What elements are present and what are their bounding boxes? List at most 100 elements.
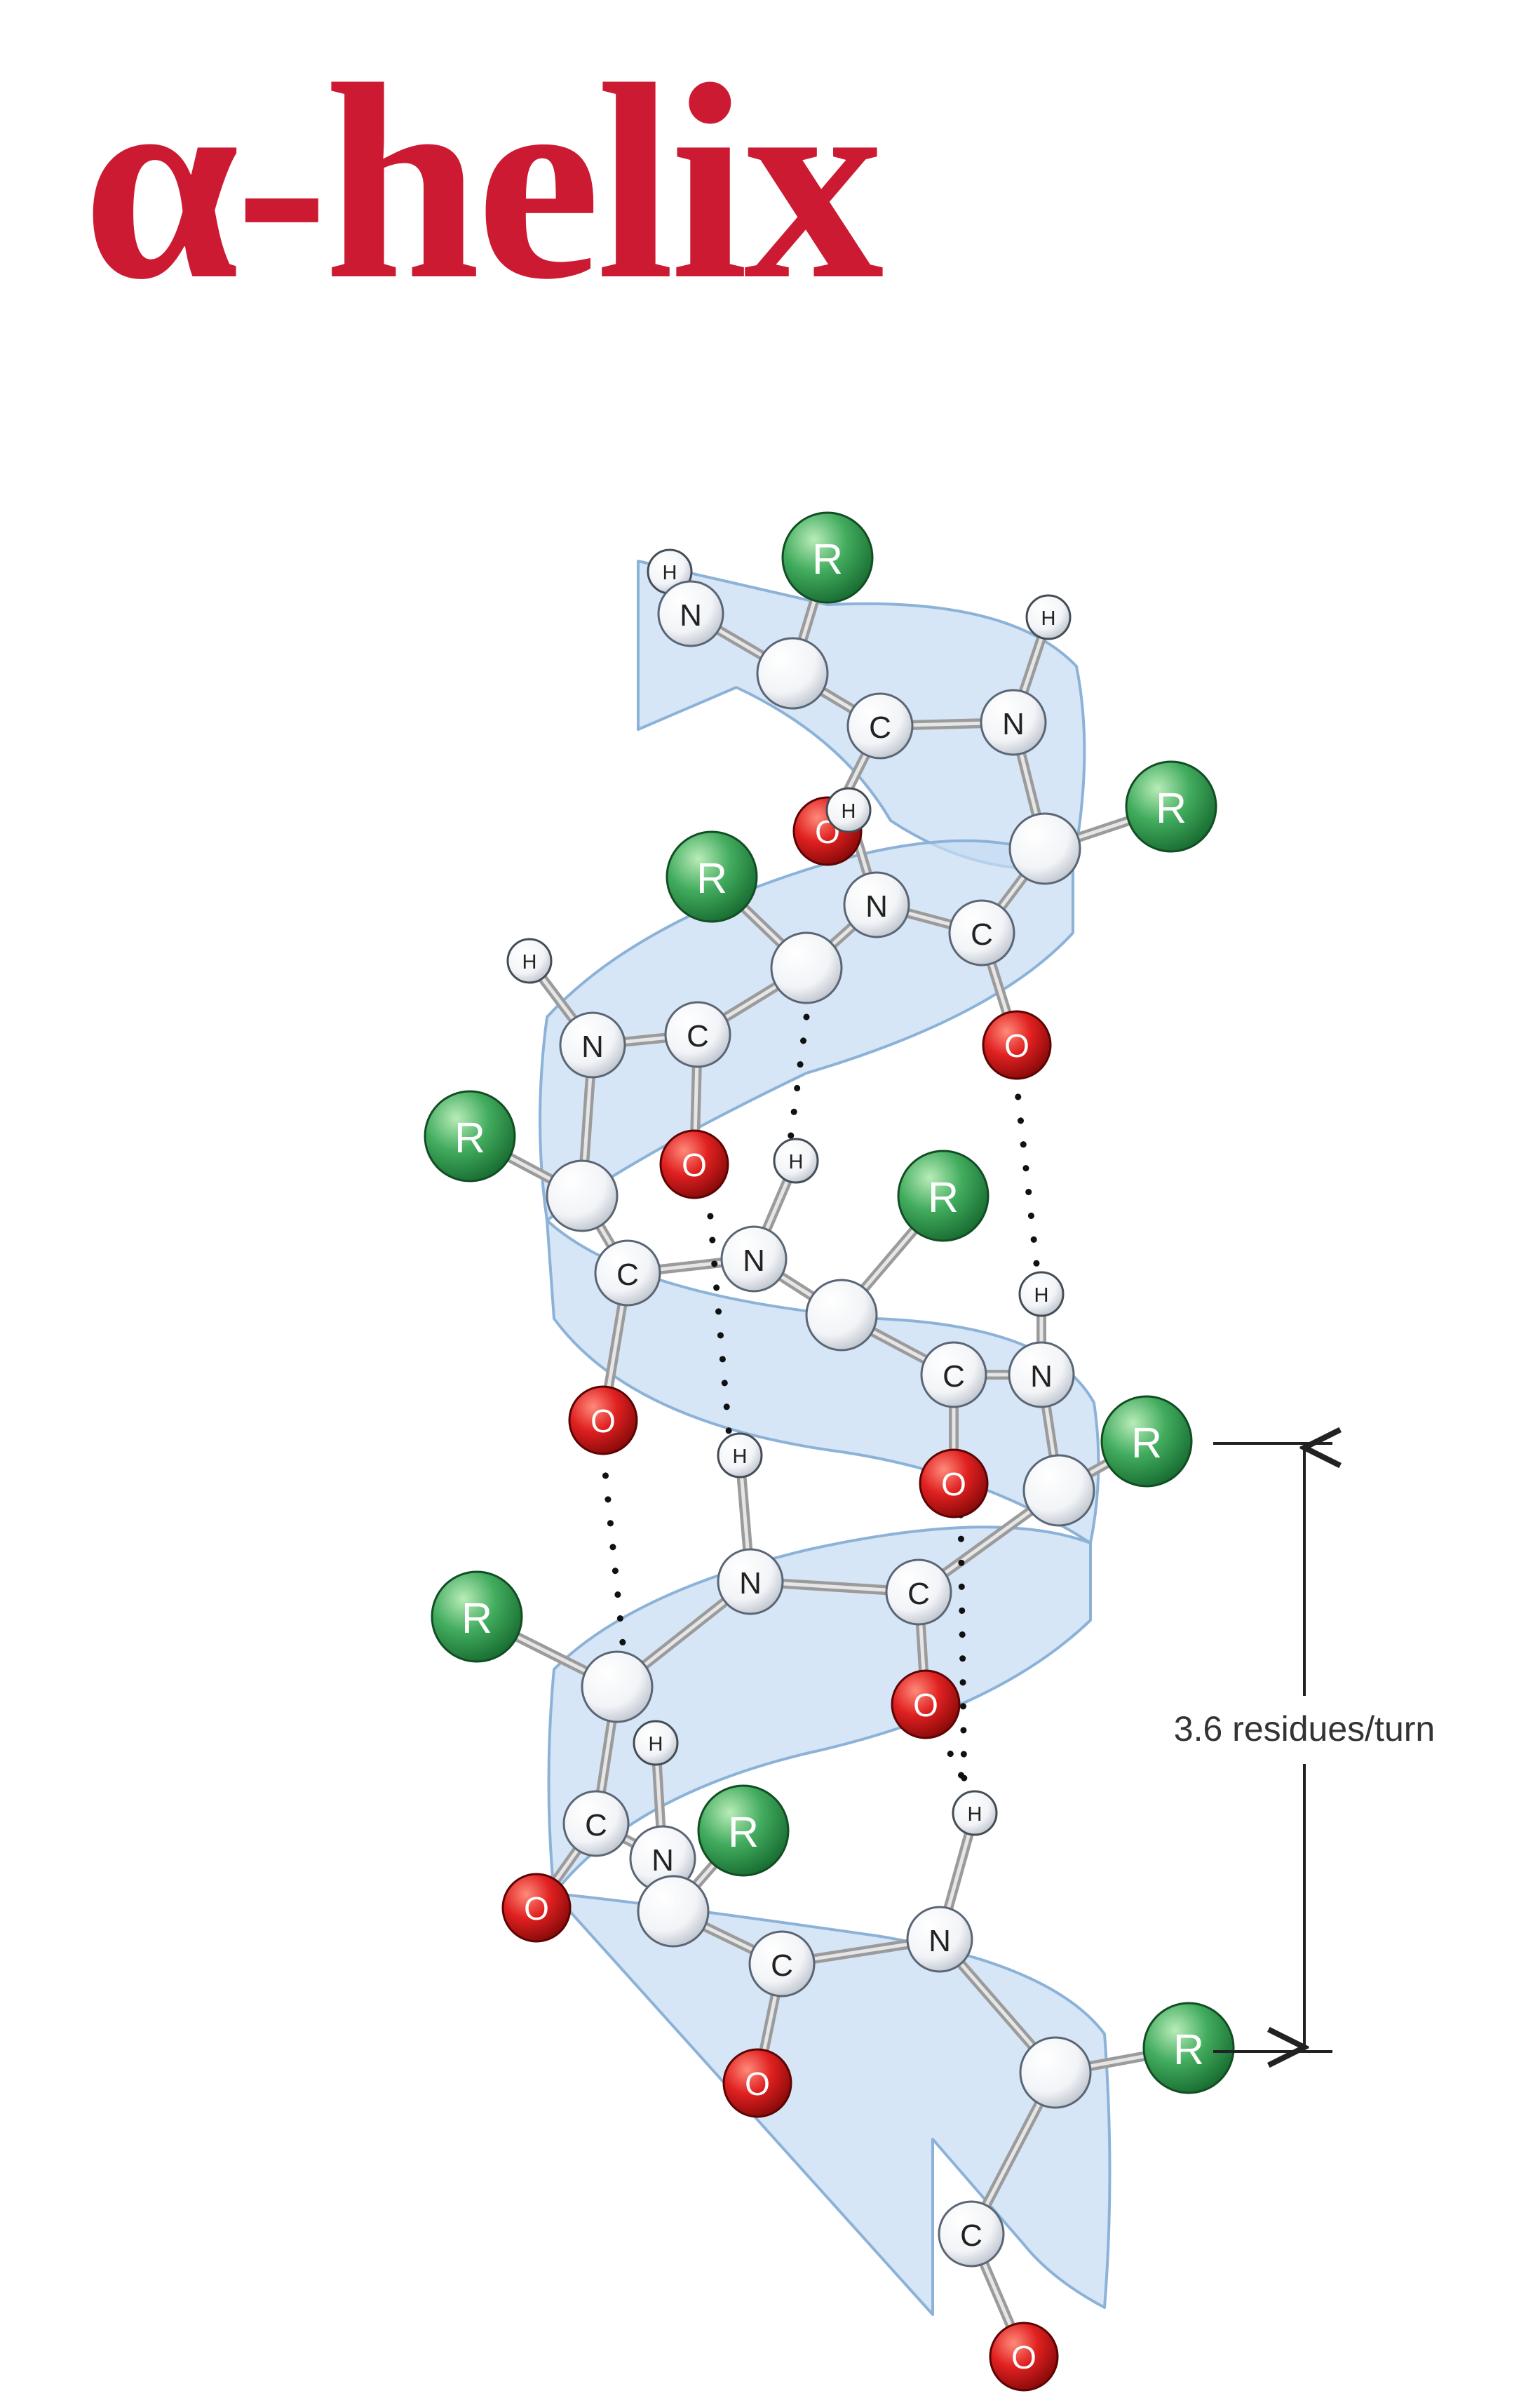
hydrogen-atom: H (1018, 1271, 1065, 1317)
hydrogen-atom-label: H (522, 951, 537, 974)
hydrogen-atom: H (825, 787, 872, 833)
carbon-atom-label: C (771, 1948, 793, 1983)
r-group-atom-label: R (1131, 1419, 1162, 1467)
carbon-atom-label: C (960, 2218, 982, 2253)
r-group-atom-sphere (697, 1784, 790, 1877)
oxygen-atom: O (501, 1873, 572, 1943)
oxygen-atom-label: O (1011, 2339, 1036, 2376)
carbon-atom-label: C (943, 1359, 965, 1394)
carbon-atom: C (920, 1341, 987, 1408)
carbon-atom-sphere (664, 1001, 731, 1068)
alpha-carbon-atom (581, 1650, 654, 1723)
nitrogen-atom-sphere (720, 1225, 788, 1293)
carbon-atom-sphere (748, 1930, 816, 1998)
nitrogen-atom-sphere (906, 1906, 973, 1973)
nitrogen-atom-label: N (651, 1843, 674, 1878)
nitrogen-atom-sphere (843, 871, 910, 938)
hydrogen-bond (936, 1729, 975, 1799)
oxygen-atom-sphere (659, 1129, 729, 1199)
r-group-atom-label: R (454, 1114, 485, 1161)
nitrogen-atom-sphere (657, 580, 724, 647)
annotation-label: 3.6 residues/turn (1174, 1709, 1435, 1749)
carbon-atom-sphere (594, 1239, 661, 1307)
r-group-atom-label: R (728, 1808, 759, 1856)
alpha-carbon-atom-sphere (805, 1279, 878, 1352)
carbon-atom: C (948, 899, 1015, 966)
nitrogen-atom-sphere (1008, 1341, 1075, 1408)
oxygen-atom-label: O (1004, 1028, 1029, 1064)
r-group-atom-sphere (666, 830, 758, 923)
carbon-atom-sphere (920, 1341, 987, 1408)
hydrogen-atom-sphere (952, 1790, 998, 1836)
oxygen-atom-sphere (891, 1669, 961, 1739)
nitrogen-atom-label: N (1030, 1359, 1053, 1394)
r-group-atom-label: R (696, 854, 727, 902)
hydrogen-atom: H (633, 1720, 679, 1766)
oxygen-atom: O (982, 1010, 1052, 1080)
hydrogen-bond (957, 1511, 968, 1792)
oxygen-atom: O (989, 2322, 1059, 2392)
alpha-carbon-atom-sphere (1019, 2036, 1092, 2109)
oxygen-atom-sphere (982, 1010, 1052, 1080)
nitrogen-atom-label: N (739, 1566, 762, 1601)
r-group-atom: R (431, 1570, 523, 1663)
alpha-carbon-atom (756, 637, 829, 710)
oxygen-atom: O (568, 1385, 638, 1455)
oxygen-atom-label: O (524, 1890, 549, 1927)
carbon-atom-label: C (971, 917, 993, 952)
r-group-atom-sphere (781, 511, 874, 604)
nitrogen-atom-sphere (717, 1548, 784, 1615)
turn-annotation: 3.6 residues/turn (1174, 1443, 1435, 2052)
r-group-atom: R (781, 511, 874, 604)
hydrogen-atom-label: H (842, 800, 856, 823)
carbon-atom-label: C (585, 1808, 607, 1843)
carbon-atom-label: C (616, 1258, 639, 1292)
oxygen-atom-sphere (722, 2048, 792, 2118)
carbon-atom-sphere (846, 692, 914, 760)
r-group-atom: R (1125, 760, 1217, 853)
hydrogen-atom: H (506, 938, 553, 984)
hydrogen-bond-layer (600, 1013, 1041, 1799)
hydrogen-bond (600, 1448, 635, 1729)
hydrogen-bond (1012, 1070, 1041, 1280)
r-group-atom-label: R (461, 1594, 492, 1642)
r-group-atom: R (1100, 1395, 1193, 1488)
nitrogen-atom: N (980, 689, 1047, 756)
nitrogen-atom: N (559, 1011, 626, 1079)
nitrogen-atom-label: N (743, 1244, 765, 1278)
carbon-atom: C (938, 2200, 1005, 2268)
carbon-atom: C (664, 1001, 731, 1068)
oxygen-atom: O (919, 1448, 989, 1518)
carbon-atom-sphere (948, 899, 1015, 966)
carbon-atom-sphere (885, 1558, 952, 1626)
hydrogen-atom-label: H (968, 1803, 982, 1826)
oxygen-atom-label: O (590, 1403, 616, 1439)
r-group-atom-sphere (1125, 760, 1217, 853)
r-group-atom: R (897, 1150, 989, 1242)
hydrogen-atom: H (773, 1138, 819, 1184)
nitrogen-atom: N (657, 580, 724, 647)
alpha-carbon-atom-sphere (637, 1875, 710, 1948)
oxygen-atom: O (891, 1669, 961, 1739)
hydrogen-atom-sphere (506, 938, 553, 984)
alpha-carbon-atom (770, 931, 843, 1004)
oxygen-atom-label: O (941, 1466, 966, 1502)
r-group-atom-sphere (897, 1150, 989, 1242)
nitrogen-atom-label: N (928, 1924, 951, 1958)
nitrogen-atom-sphere (980, 689, 1047, 756)
oxygen-atom-sphere (989, 2322, 1059, 2392)
r-group-atom-sphere (424, 1090, 516, 1183)
carbon-atom: C (594, 1239, 661, 1307)
nitrogen-atom-label: N (1002, 707, 1025, 741)
r-group-atom-label: R (812, 535, 843, 583)
hydrogen-atom-sphere (773, 1138, 819, 1184)
r-group-atom-label: R (928, 1173, 959, 1221)
hydrogen-atom-sphere (1018, 1271, 1065, 1317)
hydrogen-atom-label: H (733, 1446, 748, 1468)
hydrogen-atom-label: H (1034, 1284, 1049, 1307)
nitrogen-atom: N (843, 871, 910, 938)
hydrogen-atom-sphere (1025, 594, 1072, 640)
r-group-atom: R (1142, 2002, 1235, 2094)
nitrogen-atom-sphere (559, 1011, 626, 1079)
